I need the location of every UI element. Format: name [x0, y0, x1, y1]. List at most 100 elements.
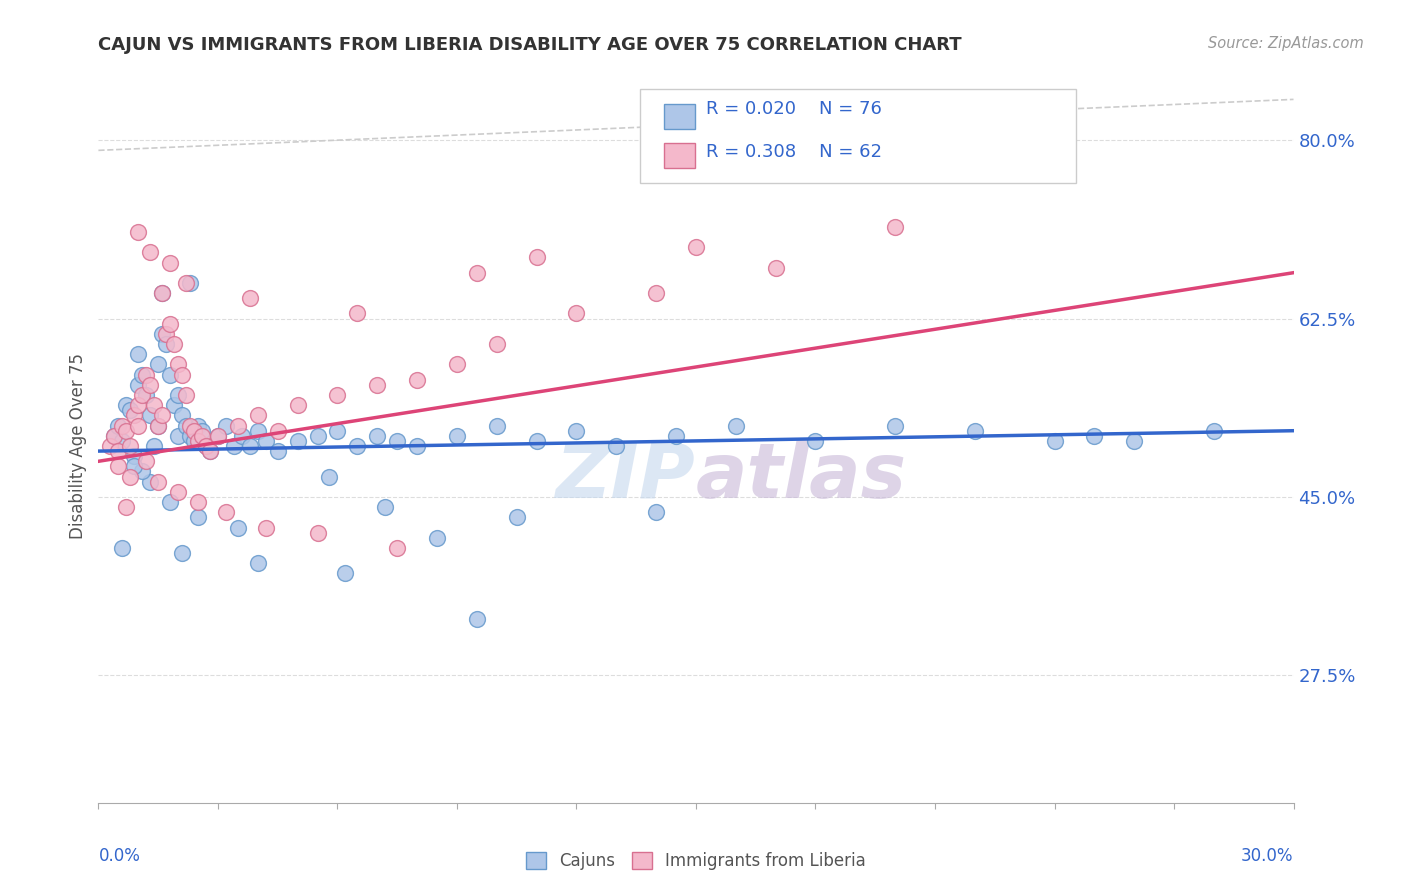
Point: [1202, 424, 1225, 438]
Point: [150, 286, 173, 301]
Point: [143, 439, 166, 453]
Point: [179, 418, 201, 433]
Point: [127, 347, 149, 361]
Point: [127, 398, 149, 412]
Point: [183, 424, 205, 438]
Point: [150, 409, 173, 423]
Point: [231, 429, 253, 443]
Point: [131, 368, 153, 382]
Point: [665, 429, 688, 443]
Text: Source: ZipAtlas.com: Source: ZipAtlas.com: [1208, 36, 1364, 51]
Point: [183, 434, 205, 448]
Point: [98, 439, 122, 453]
Point: [127, 377, 149, 392]
Point: [246, 556, 269, 570]
Point: [107, 459, 129, 474]
Point: [131, 465, 153, 479]
Point: [139, 409, 162, 423]
Point: [485, 337, 508, 351]
Point: [139, 245, 162, 260]
Point: [135, 368, 157, 382]
Point: [645, 286, 668, 301]
Point: [246, 409, 269, 423]
Text: R = 0.308    N = 62: R = 0.308 N = 62: [706, 143, 882, 161]
Point: [406, 439, 429, 453]
Point: [765, 260, 787, 275]
Point: [724, 418, 747, 433]
Point: [150, 326, 173, 341]
Y-axis label: Disability Age Over 75: Disability Age Over 75: [69, 353, 87, 539]
Point: [187, 434, 209, 448]
Text: atlas: atlas: [696, 440, 907, 514]
Point: [163, 398, 186, 412]
Legend: Cajuns, Immigrants from Liberia: Cajuns, Immigrants from Liberia: [519, 845, 873, 877]
Point: [215, 418, 238, 433]
Point: [326, 388, 349, 402]
Point: [207, 429, 229, 443]
Point: [374, 500, 396, 515]
Point: [135, 388, 157, 402]
Point: [107, 444, 129, 458]
Point: [159, 317, 181, 331]
Point: [287, 398, 309, 412]
Point: [385, 541, 409, 555]
Point: [226, 520, 249, 534]
Point: [135, 454, 157, 468]
Point: [187, 510, 209, 524]
Point: [124, 459, 146, 474]
Point: [366, 377, 388, 392]
Point: [159, 495, 181, 509]
Point: [239, 439, 262, 453]
Point: [1043, 434, 1066, 448]
Point: [167, 429, 190, 443]
Point: [148, 358, 170, 372]
Point: [139, 475, 162, 489]
Point: [198, 444, 221, 458]
Point: [115, 424, 138, 438]
Point: [226, 418, 249, 433]
Point: [127, 418, 149, 433]
Text: 0.0%: 0.0%: [98, 847, 141, 864]
Point: [239, 291, 262, 305]
Point: [215, 505, 238, 519]
Point: [246, 424, 269, 438]
Point: [111, 418, 134, 433]
Point: [103, 429, 125, 443]
Point: [446, 358, 468, 372]
Point: [645, 505, 668, 519]
Point: [179, 429, 201, 443]
Point: [131, 388, 153, 402]
Point: [605, 439, 627, 453]
Point: [267, 424, 290, 438]
Point: [148, 475, 170, 489]
Point: [167, 388, 190, 402]
Point: [1083, 429, 1105, 443]
Point: [385, 434, 409, 448]
Point: [191, 429, 214, 443]
Point: [254, 520, 277, 534]
Point: [120, 469, 142, 483]
Point: [124, 409, 146, 423]
Point: [465, 612, 488, 626]
Point: [335, 566, 357, 581]
Point: [346, 439, 368, 453]
Point: [107, 418, 129, 433]
Point: [111, 541, 134, 555]
Point: [346, 306, 368, 320]
Point: [174, 276, 197, 290]
Point: [526, 434, 548, 448]
Point: [804, 434, 827, 448]
Point: [111, 434, 134, 448]
Point: [148, 418, 170, 433]
Point: [124, 449, 146, 463]
Point: [565, 424, 588, 438]
Point: [254, 434, 277, 448]
Point: [179, 276, 201, 290]
Point: [222, 439, 245, 453]
Point: [195, 439, 218, 453]
Point: [139, 377, 162, 392]
Text: R = 0.020    N = 76: R = 0.020 N = 76: [706, 100, 882, 118]
Point: [267, 444, 290, 458]
Text: CAJUN VS IMMIGRANTS FROM LIBERIA DISABILITY AGE OVER 75 CORRELATION CHART: CAJUN VS IMMIGRANTS FROM LIBERIA DISABIL…: [98, 36, 962, 54]
Point: [191, 424, 214, 438]
